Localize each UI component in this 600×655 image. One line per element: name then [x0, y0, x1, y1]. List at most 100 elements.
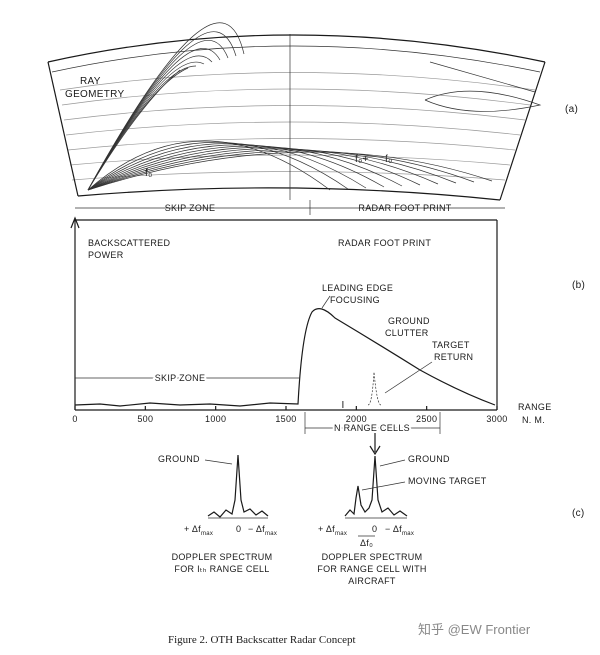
x-axis-label: RANGE: [518, 402, 552, 412]
ray: [87, 151, 493, 191]
ray: [87, 150, 475, 191]
annotation-arrow: [204, 459, 233, 465]
ray-geometry-panel: RAY GEOMETRY (a) f₀ f₀+ f₀ SKIP ZONE RAD…: [47, 22, 578, 215]
ray: [87, 144, 385, 191]
ray: [87, 145, 403, 191]
annotation: CLUTTER: [385, 328, 429, 338]
grid-arc: [71, 171, 506, 181]
axis-label: + Δfmax: [318, 524, 347, 537]
annotation: RETURN: [434, 352, 473, 362]
annotation-arrow: [361, 481, 406, 491]
figure-caption: Figure 2. OTH Backscatter Radar Concept: [168, 634, 356, 646]
annotation-arrow: [321, 295, 331, 309]
label-knockout: N RANGE CELLS: [334, 423, 410, 433]
panel-title: RAY: [80, 76, 101, 87]
inner-arc: [51, 45, 541, 73]
y-axis-label: POWER: [88, 250, 124, 260]
caption: FOR Iₜₕ RANGE CELL: [174, 564, 269, 574]
axis-label-part: + Δf: [318, 524, 335, 534]
grid-arc: [59, 72, 536, 91]
x-tick-label: 2500: [416, 414, 437, 424]
panel-label: (b): [572, 280, 585, 291]
doppler-panel: (c) GROUND + Δfmax 0 − Δfmax DOPPLER SPE…: [158, 433, 585, 586]
cell-marker: I: [341, 400, 344, 411]
x-axis-label: N. M.: [522, 415, 545, 425]
annotation: MOVING TARGET: [408, 476, 487, 486]
annotation: N RANGE CELLS: [334, 423, 410, 433]
inset-axis: [429, 61, 536, 93]
ray: [87, 140, 331, 191]
axis-label-sub: max: [265, 531, 277, 537]
annotation: LEADING EDGE: [322, 283, 393, 293]
grid-arc: [63, 105, 526, 121]
spectrum-curve: [344, 455, 408, 517]
axis-label: − Δfmax: [385, 524, 414, 537]
frame-right: [499, 61, 546, 201]
grid-arc: [65, 121, 521, 136]
frame-left: [47, 61, 79, 197]
ray: [87, 146, 421, 191]
panel-label: (c): [572, 508, 585, 519]
axis-label-sub: max: [201, 531, 213, 537]
clutter-curve: [74, 308, 496, 407]
annotation: GROUND: [408, 454, 450, 464]
watermark: 知乎 @EW Frontier: [418, 622, 531, 637]
annotation: GROUND: [158, 454, 200, 464]
y-axis-arrow: [70, 216, 80, 229]
annotation: FOCUSING: [330, 295, 380, 305]
annotation: SKIP ZONE: [155, 373, 206, 383]
ray: [87, 141, 349, 191]
annotation: TARGET: [432, 340, 470, 350]
ray-label: f₀: [385, 154, 393, 165]
annotation-arrow: [384, 361, 433, 394]
axis-label: − Δfmax: [248, 524, 277, 537]
y-axis-label: BACKSCATTERED: [88, 238, 170, 248]
x-tick-label: 0: [72, 414, 77, 424]
panel-label: (a): [565, 104, 578, 115]
axis-label-sub: max: [335, 531, 347, 537]
cell-pointer-head: [369, 445, 381, 456]
ray: [87, 149, 457, 191]
axis-label-sub: max: [402, 531, 414, 537]
axis-label-part: − Δf: [385, 524, 402, 534]
x-tick-label: 3000: [486, 414, 507, 424]
caption: FOR RANGE CELL WITH: [317, 564, 426, 574]
axis-label-part: + Δf: [184, 524, 201, 534]
grid-arc: [61, 88, 531, 106]
x-tick-label: 2000: [346, 414, 367, 424]
caption: DOPPLER SPECTRUM: [322, 552, 423, 562]
x-tick-label: 1500: [275, 414, 296, 424]
annotation: GROUND: [388, 316, 430, 326]
region-label: RADAR FOOT PRINT: [338, 238, 431, 248]
outer-arc: [47, 34, 546, 63]
label-knockout: SKIP ZONE: [155, 373, 206, 383]
ray-label: f₀: [145, 168, 153, 179]
ray-label: f₀+: [355, 154, 369, 165]
inset-ellipse: [424, 90, 542, 112]
caption: DOPPLER SPECTRUM: [172, 552, 273, 562]
grid-arc: [67, 138, 516, 151]
axis-label-part: − Δf: [248, 524, 265, 534]
zone-label: RADAR FOOT PRINT: [358, 203, 451, 213]
spectrum-curve: [207, 454, 269, 518]
caption: AIRCRAFT: [348, 576, 396, 586]
ray: [87, 67, 189, 191]
x-tick-label: 1000: [205, 414, 226, 424]
axis-label: 0: [372, 524, 377, 534]
backscatter-panel: BACKSCATTERED POWER RADAR FOOT PRINT (b)…: [70, 216, 585, 435]
x-tick-label: 500: [137, 414, 153, 424]
axis-label: 0: [236, 524, 241, 534]
ray: [87, 148, 439, 191]
ray: [87, 48, 221, 191]
ray: [87, 143, 367, 191]
panel-title: GEOMETRY: [65, 89, 124, 100]
annotation-arrow: [379, 459, 406, 467]
axis-label: + Δfmax: [184, 524, 213, 537]
grid-arc: [69, 154, 511, 166]
ray: [87, 22, 245, 191]
annotation: Δf₀: [360, 538, 373, 548]
target-return-curve: [367, 371, 382, 406]
zone-label: SKIP ZONE: [165, 203, 216, 213]
